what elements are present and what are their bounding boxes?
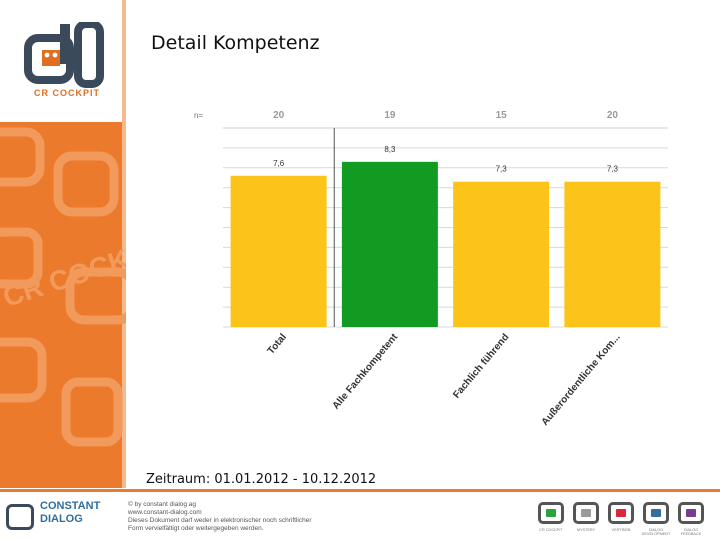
brand-line-1: CONSTANT (40, 500, 101, 512)
footer-divider (0, 489, 720, 492)
product-cr-cockpit-icon[interactable] (538, 502, 564, 524)
n-value: 19 (384, 110, 396, 121)
product-dialog-development-label: DIALOG DEVELOPMENT (641, 528, 671, 536)
cr-cockpit-logo (24, 22, 104, 88)
footer-line-2[interactable]: www.constant-dialog.com (128, 509, 202, 516)
footer-line-3: Dieses Dokument darf weder in elektronis… (128, 517, 312, 524)
period-text: Zeitraum: 01.01.2012 - 10.12.2012 (146, 472, 377, 487)
product-icons: CR COCKPIT MYSTERY VERTRIEB DIALOG DEVELOPM… (538, 500, 718, 538)
n-value: 15 (496, 110, 508, 121)
bar-1 (341, 161, 438, 327)
category-label: Fachlich führend (451, 332, 511, 401)
product-vertrieb-label: VERTRIEB (611, 528, 631, 532)
value-label: 8,3 (384, 145, 396, 154)
brand-line-2: DIALOG (40, 513, 83, 525)
product-cr-cockpit-badge (546, 509, 556, 517)
bar-2 (453, 181, 550, 327)
sidebar-watermark: CR COCKPIT (0, 127, 126, 447)
product-mystery-badge (581, 509, 591, 517)
footer-line-4: Form vervielfältigt oder weitergegeben w… (128, 525, 264, 532)
footer-line-1: © by constant dialog ag (128, 501, 197, 508)
constant-dialog-logo: CONSTANT DIALOG (6, 498, 124, 534)
constant-dialog-brand: CONSTANT DIALOG (40, 500, 124, 526)
logo-text: CR COCKPIT (34, 88, 100, 98)
page-title: Detail Kompetenz (151, 32, 320, 54)
value-label: 7,3 (496, 165, 508, 174)
n-value: 20 (273, 110, 285, 121)
product-mystery-icon[interactable] (573, 502, 599, 524)
product-dialog-feedback-label: DIALOG FEEDBACK (680, 528, 702, 536)
bar-0 (230, 175, 327, 327)
value-label: 7,6 (273, 159, 285, 168)
product-vertrieb-icon[interactable] (608, 502, 634, 524)
constant-dialog-icon (6, 504, 34, 530)
product-dialog-feedback-icon[interactable] (678, 502, 704, 524)
product-mystery-label: MYSTERY (576, 528, 596, 532)
value-label: 7,3 (607, 165, 619, 174)
footer-copyright: © by constant dialog ag www.constant-dia… (128, 501, 378, 533)
product-dialog-development-badge (651, 509, 661, 517)
product-dialog-development-icon[interactable] (643, 502, 669, 524)
category-label: Außerordentliche Kom... (540, 332, 623, 428)
bar-3 (564, 181, 661, 327)
category-label: Alle Fachkompetent (331, 331, 401, 411)
sidebar-stripe (122, 0, 126, 488)
n-value: 20 (607, 110, 619, 121)
product-vertrieb-badge (616, 509, 626, 517)
sidebar: CR COCKPIT CR COCKPIT (0, 0, 126, 488)
product-cr-cockpit-label: CR COCKPIT (539, 528, 563, 532)
n-label: n= (194, 111, 203, 120)
category-label: Total (266, 332, 289, 357)
product-dialog-feedback-badge (686, 509, 696, 517)
